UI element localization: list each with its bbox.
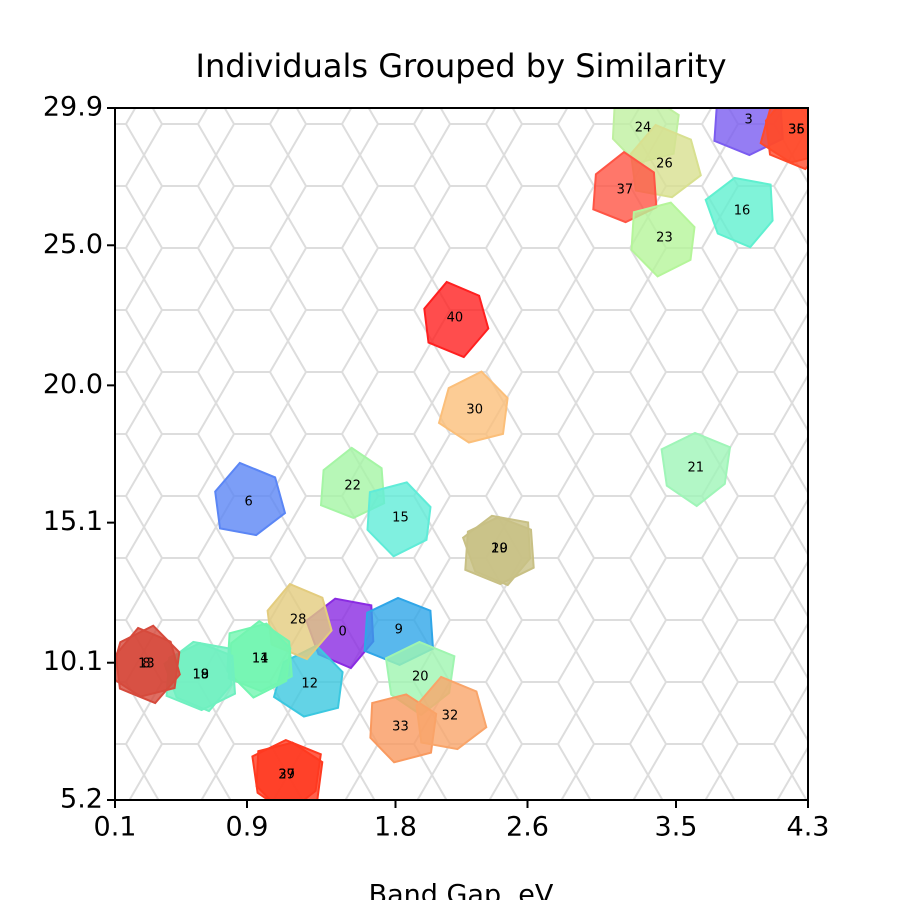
y-tick-label: 15.1 bbox=[43, 506, 103, 537]
x-tick-label: 4.3 bbox=[787, 812, 830, 843]
cells bbox=[115, 108, 808, 800]
point-label: 19 bbox=[193, 668, 210, 683]
point-label: 13 bbox=[138, 657, 155, 672]
point-label: 24 bbox=[635, 120, 652, 135]
plot-frame bbox=[114, 107, 809, 801]
point-label: 36 bbox=[788, 123, 805, 138]
y-tick-label: 5.2 bbox=[60, 784, 103, 815]
point-label: 22 bbox=[344, 478, 361, 493]
point-label: 35 bbox=[788, 123, 805, 138]
y-tick-label: 10.1 bbox=[43, 646, 103, 677]
cell bbox=[464, 515, 535, 586]
x-tick-label: 3.5 bbox=[655, 812, 698, 843]
point-label: 27 bbox=[278, 768, 295, 783]
point-label: 30 bbox=[466, 403, 483, 418]
point-label: 32 bbox=[442, 708, 459, 723]
cell bbox=[226, 622, 292, 699]
point-label: 28 bbox=[290, 613, 307, 628]
cell bbox=[437, 370, 509, 444]
y-tick-label: 29.9 bbox=[43, 92, 103, 123]
cell bbox=[415, 675, 488, 751]
point-label: 14 bbox=[252, 652, 269, 667]
cell bbox=[423, 280, 490, 359]
cell bbox=[630, 201, 696, 278]
cell bbox=[764, 108, 808, 171]
x-tick-label: 0.1 bbox=[94, 812, 137, 843]
point-label: 6 bbox=[245, 494, 253, 509]
point-label: 16 bbox=[734, 204, 751, 219]
point-label: 26 bbox=[656, 157, 673, 172]
y-tick-label: 20.0 bbox=[43, 369, 103, 400]
cell bbox=[660, 431, 732, 508]
cell bbox=[214, 461, 287, 537]
point-label: 8 bbox=[142, 657, 150, 672]
point-label: 37 bbox=[617, 183, 634, 198]
x-tick-label: 0.9 bbox=[226, 812, 269, 843]
point-label: 33 bbox=[392, 719, 409, 734]
chart-title: Individuals Grouped by Similarity bbox=[196, 47, 727, 85]
point-label: 12 bbox=[301, 677, 318, 692]
cell bbox=[255, 741, 324, 800]
point-label: 9 bbox=[395, 622, 403, 637]
point-label: 39 bbox=[278, 768, 295, 783]
cell bbox=[592, 150, 658, 224]
x-tick-label: 1.8 bbox=[374, 812, 417, 843]
point-label: 21 bbox=[688, 461, 705, 476]
point-label: 23 bbox=[656, 230, 673, 245]
point-label: 3 bbox=[744, 113, 752, 128]
x-tick-label: 2.6 bbox=[506, 812, 549, 843]
point-label: 11 bbox=[252, 652, 269, 667]
cell bbox=[704, 176, 774, 249]
point-label: 20 bbox=[412, 670, 429, 685]
point-label: 10 bbox=[491, 541, 508, 556]
point-label: 0 bbox=[339, 624, 347, 639]
point-label: 29 bbox=[491, 541, 508, 556]
x-axis-label: Band Gap, eV bbox=[369, 880, 554, 900]
point-label: 18 bbox=[193, 668, 210, 683]
point-label: 40 bbox=[447, 311, 464, 326]
point-label: 15 bbox=[392, 510, 409, 525]
y-tick-label: 25.0 bbox=[43, 229, 103, 260]
cell bbox=[366, 481, 432, 558]
